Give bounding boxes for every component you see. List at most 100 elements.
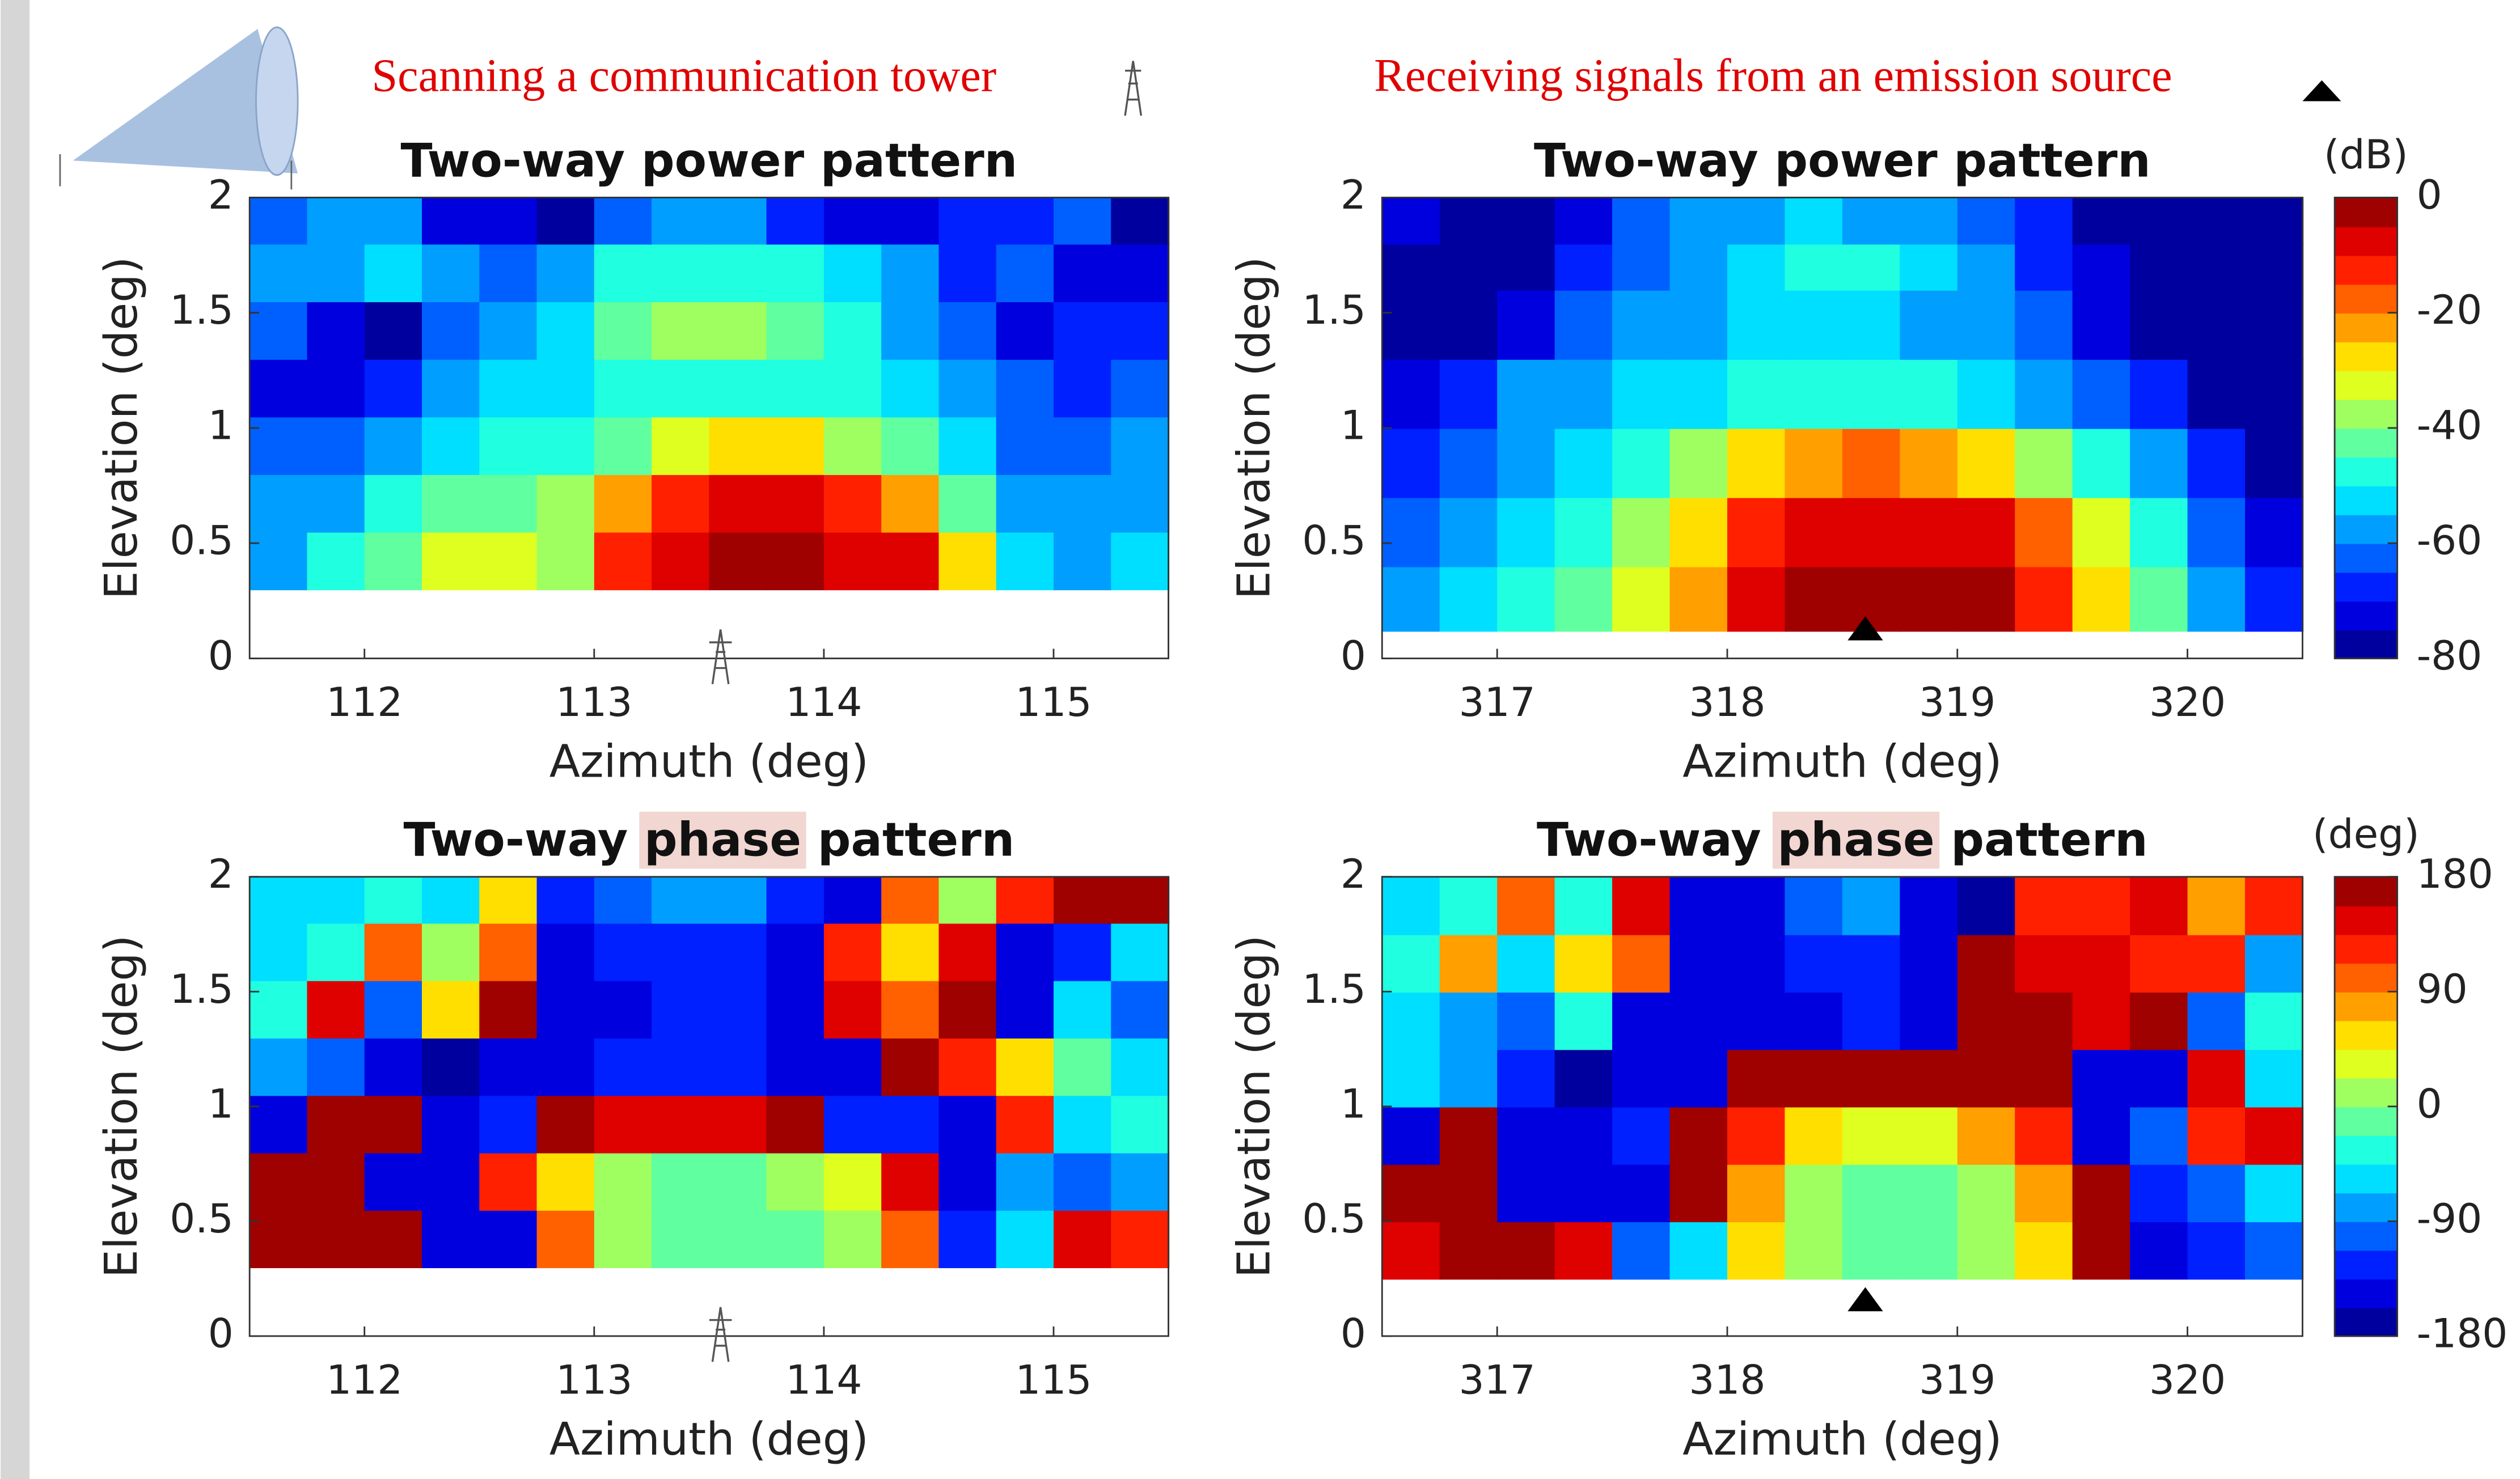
heat-cell: [2130, 934, 2189, 993]
heat-cell: [421, 980, 480, 1039]
colorbar-step: [2335, 312, 2398, 342]
y-axis-label: Elevation (deg): [95, 257, 147, 600]
source-marker: [1847, 616, 1883, 641]
heat-cell: [1727, 243, 1786, 291]
heat-cell: [1053, 197, 1112, 245]
heat-cell: [1053, 301, 1112, 360]
heat-cell: [594, 1095, 653, 1154]
heat-cell: [2015, 1106, 2074, 1165]
heat-cell: [1785, 934, 1844, 993]
heat-cell: [1612, 497, 1671, 567]
heat-cell: [1111, 1095, 1170, 1154]
heat-cell: [2130, 1106, 2189, 1165]
heat-cell: [1669, 1164, 1728, 1223]
heat-cell: [1554, 934, 1613, 993]
x-tick-label: 320: [2149, 1357, 2226, 1404]
colorbar-step: [2335, 1192, 2398, 1222]
heat-cell: [1497, 991, 1556, 1050]
x-tick-label: 112: [326, 1357, 403, 1404]
colorbar-step: [2335, 876, 2398, 906]
heat-cell: [307, 531, 366, 591]
heat-cell: [1111, 1152, 1170, 1211]
annotation: Scanning a communication tower: [371, 49, 996, 101]
heat-cell: [1785, 243, 1844, 291]
heat-cell: [421, 922, 480, 981]
heat-cell: [364, 243, 423, 303]
heat-cell: [2245, 991, 2304, 1050]
y-tick-label: 1: [1341, 1080, 1366, 1127]
heat-cell: [2015, 876, 2074, 935]
heat-cell: [2072, 876, 2131, 935]
heat-cell: [1727, 566, 1786, 632]
y-tick-label: 2: [208, 171, 234, 218]
heat-cell: [1554, 497, 1613, 567]
heat-cell: [250, 1152, 308, 1211]
heat-cell: [709, 1037, 768, 1096]
heat-cell: [766, 1095, 825, 1154]
heat-cell: [766, 1210, 825, 1269]
colorbar-step: [2335, 1278, 2398, 1308]
heat-cell: [1900, 566, 1959, 632]
heat-cell: [1957, 427, 2016, 498]
heat-cell: [652, 243, 711, 303]
y-tick-label: 1: [208, 401, 234, 448]
x-tick-label: 115: [1015, 1357, 1092, 1404]
heat-cell: [479, 197, 538, 245]
heat-cell: [1382, 497, 1441, 567]
heat-cell: [2130, 876, 2189, 935]
heat-cell: [1727, 991, 1786, 1050]
heat-cell: [1111, 358, 1170, 418]
heat-cell: [1439, 497, 1498, 567]
heat-cell: [2130, 243, 2189, 291]
heat-cell: [1785, 876, 1844, 935]
heat-cell: [1111, 922, 1170, 981]
heat-cell: [1439, 991, 1498, 1050]
heat-cell: [1111, 980, 1170, 1039]
heat-cell: [1554, 290, 1613, 360]
heat-cell: [996, 243, 1055, 303]
heat-cell: [594, 1037, 653, 1096]
x-tick-label: 115: [1015, 679, 1092, 726]
heat-cell: [307, 1152, 366, 1211]
heat-cell: [709, 1095, 768, 1154]
heat-cell: [307, 474, 366, 533]
heat-cell: [2187, 1106, 2246, 1165]
heat-cell: [1957, 1164, 2016, 1223]
heat-cell: [1111, 1037, 1170, 1096]
heat-cell: [1111, 1210, 1170, 1269]
heat-cell: [709, 243, 768, 303]
heat-cell: [1842, 243, 1901, 291]
heat-cell: [1900, 1221, 1959, 1280]
heat-cell: [881, 980, 940, 1039]
heat-cell: [938, 416, 997, 475]
heat-cell: [1111, 474, 1170, 533]
heat-cell: [1842, 197, 1901, 245]
heat-cell: [1727, 197, 1786, 245]
heat-cell: [2072, 566, 2131, 632]
heat-cell: [823, 1210, 882, 1269]
heat-cell: [1842, 427, 1901, 498]
heat-cell: [996, 301, 1055, 360]
heat-cell: [2130, 427, 2189, 498]
heat-cell: [2130, 1049, 2189, 1108]
heat-cell: [1842, 1164, 1901, 1223]
heat-cell: [421, 531, 480, 591]
heat-cell: [364, 1210, 423, 1269]
heat-cell: [479, 531, 538, 591]
heat-cell: [250, 416, 308, 475]
heat-cell: [2245, 1221, 2304, 1280]
heat-cell: [823, 416, 882, 475]
heat-cell: [2015, 1164, 2074, 1223]
heat-cell: [652, 301, 711, 360]
heat-cell: [307, 197, 366, 245]
heat-cell: [594, 358, 653, 418]
heat-cell: [536, 980, 595, 1039]
x-tick-label: 318: [1689, 1357, 1765, 1404]
heat-cell: [766, 301, 825, 360]
heat-cell: [1053, 358, 1112, 418]
heat-cell: [364, 358, 423, 418]
heat-cell: [652, 1037, 711, 1096]
heat-cell: [1439, 197, 1498, 245]
y-tick-label: 0: [208, 1310, 234, 1357]
